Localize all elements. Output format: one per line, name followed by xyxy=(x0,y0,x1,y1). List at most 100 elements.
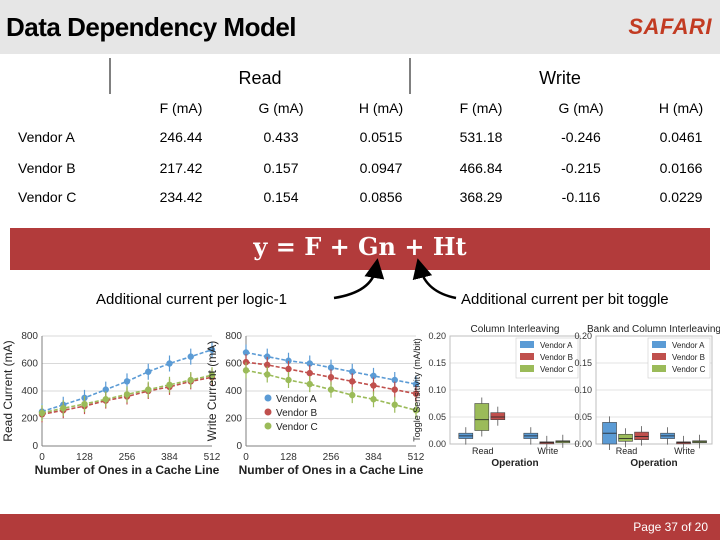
legend-label: Vendor A xyxy=(672,341,705,350)
data-point xyxy=(370,396,377,403)
x-tick-label: 0 xyxy=(243,452,249,463)
cell-b-read-g: 0.157 xyxy=(263,160,299,176)
data-point xyxy=(187,376,194,384)
data-point xyxy=(145,368,152,375)
data-point xyxy=(412,407,420,414)
legend-swatch xyxy=(520,353,534,360)
y-tick-label: 200 xyxy=(21,414,38,425)
legend-label: Vendor B xyxy=(672,353,705,362)
data-point xyxy=(285,376,292,384)
data-point xyxy=(38,409,46,417)
data-point xyxy=(370,382,377,389)
legend-label: Vendor B xyxy=(540,353,573,362)
page-number: Page 37 of 20 xyxy=(633,520,708,534)
y-axis-title: Toggle Sensitivity (mA/bit) xyxy=(412,338,422,442)
cell-c-write-g: -0.116 xyxy=(561,189,601,205)
data-point xyxy=(123,391,131,398)
data-point xyxy=(102,386,109,393)
y-axis-title: Write Current (mA) xyxy=(205,341,219,441)
y-tick-label: 200 xyxy=(225,414,242,425)
y-tick-label: 0 xyxy=(32,441,38,452)
data-point xyxy=(264,371,271,378)
data-point xyxy=(370,372,377,380)
legend-label: Vendor B xyxy=(276,408,317,419)
cell-a-read-h: 0.0515 xyxy=(359,129,403,145)
annotation-logic-1: Additional current per logic-1 xyxy=(96,291,287,308)
chart-title: Bank and Column Interleaving xyxy=(587,324,720,335)
data-point xyxy=(102,396,109,403)
data-point xyxy=(166,360,173,367)
footer-bar: Page 37 of 20 xyxy=(0,514,720,540)
cell-b-read-f: 217.42 xyxy=(159,160,203,176)
data-point xyxy=(327,364,335,371)
legend-marker xyxy=(264,422,272,430)
data-point xyxy=(60,404,67,412)
data-point xyxy=(412,390,420,397)
legend-marker xyxy=(264,408,272,416)
chart-title: Column Interleaving xyxy=(471,324,560,335)
plot-frame xyxy=(449,335,581,445)
y-tick-label: 0.05 xyxy=(574,412,592,422)
box xyxy=(618,433,633,442)
data-point xyxy=(208,346,216,353)
cell-c-write-f: 368.29 xyxy=(459,189,503,205)
title-bar: Data Dependency Model SAFARI xyxy=(0,0,720,54)
y-axis-title: Read Current (mA) xyxy=(1,340,15,441)
data-point xyxy=(242,358,250,366)
equation-banner: y = F + Gn + Ht xyxy=(10,228,710,270)
legend-label: Vendor C xyxy=(672,365,706,374)
data-point xyxy=(285,357,292,364)
data-point xyxy=(264,353,271,360)
cell-c-read-h: 0.0856 xyxy=(359,189,403,205)
x-tick-label: 128 xyxy=(76,452,93,463)
y-tick-label: 0.00 xyxy=(574,439,592,449)
legend-label: Vendor C xyxy=(540,365,574,374)
cell-c-write-h: 0.0229 xyxy=(659,189,703,205)
cell-a-write-g: -0.246 xyxy=(561,129,601,145)
box xyxy=(555,440,571,444)
y-tick-label: 0.00 xyxy=(428,439,446,449)
x-tick-label: Read xyxy=(472,446,494,456)
data-point xyxy=(327,374,335,381)
x-tick-label: 256 xyxy=(323,452,340,463)
cell-a-read-f: 246.44 xyxy=(159,129,203,145)
y-tick-label: 0.10 xyxy=(428,385,446,395)
data-point xyxy=(306,360,313,367)
cell-b-read-h: 0.0947 xyxy=(359,160,403,176)
group-write: Write xyxy=(539,68,581,88)
annotation-bit-toggle: Additional current per bit toggle xyxy=(461,291,669,308)
slide-title: Data Dependency Model xyxy=(6,12,297,42)
cell-b-write-f: 466.84 xyxy=(459,160,503,176)
x-axis-title: Number of Ones in a Cache Line xyxy=(239,463,424,477)
box xyxy=(634,431,649,440)
cell-a-write-h: 0.0461 xyxy=(659,129,703,145)
y-tick-label: 400 xyxy=(21,386,38,397)
col-write-h: H (mA) xyxy=(658,100,704,116)
data-point xyxy=(285,365,292,373)
data-point xyxy=(123,378,131,385)
x-axis-title: Number of Ones in a Cache Line xyxy=(35,463,220,477)
data-point xyxy=(391,376,398,384)
data-point xyxy=(208,371,216,379)
x-tick-label: Read xyxy=(616,446,638,456)
cell-c-read-g: 0.154 xyxy=(263,189,299,205)
plot-frame xyxy=(595,335,713,445)
x-tick-label: Write xyxy=(537,446,558,456)
legend-label: Vendor C xyxy=(276,422,318,433)
legend-swatch xyxy=(520,341,534,348)
x-axis-title: Operation xyxy=(491,458,538,469)
x-tick-label: 512 xyxy=(408,452,425,463)
model-equation: y = F + Gn + Ht xyxy=(253,232,467,261)
col-read-g: G (mA) xyxy=(258,100,304,116)
legend-swatch xyxy=(520,365,534,372)
x-tick-label: 0 xyxy=(39,452,45,463)
legend-marker xyxy=(264,394,272,402)
y-tick-label: 800 xyxy=(21,331,38,342)
table-grid xyxy=(109,58,411,94)
y-tick-label: 600 xyxy=(21,359,38,370)
legend-label: Vendor A xyxy=(540,341,573,350)
data-point xyxy=(349,368,356,375)
data-point xyxy=(81,400,88,408)
x-tick-label: Write xyxy=(674,446,695,456)
